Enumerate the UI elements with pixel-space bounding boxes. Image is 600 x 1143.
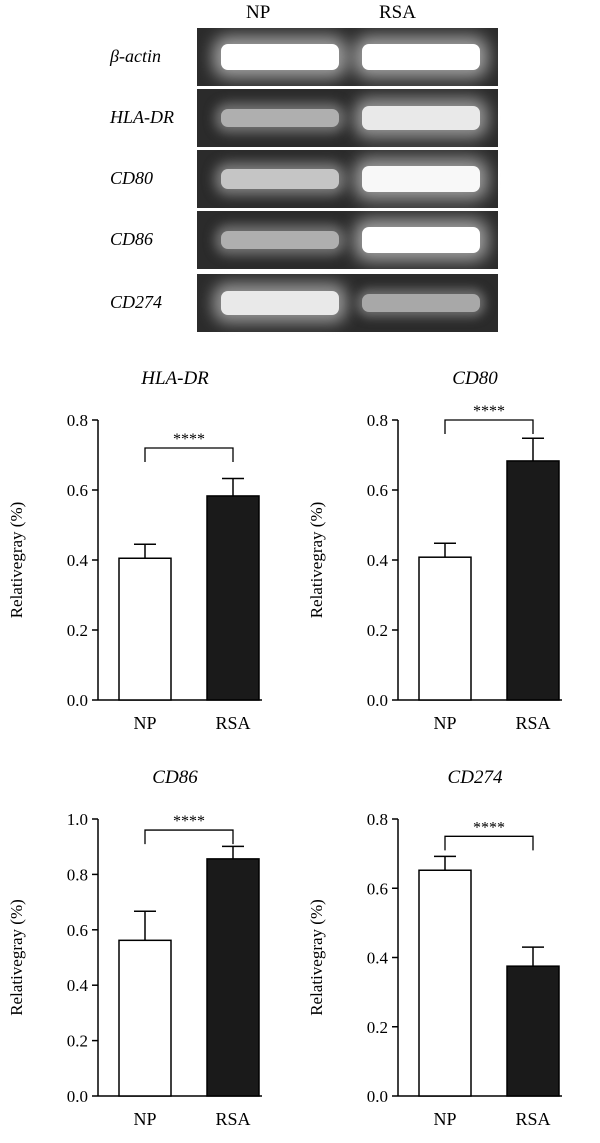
chart-cd274: CD274 0.0 0.2 0.4 0.6 0.8 Relativegray (%) NP RS… bbox=[300, 755, 600, 1143]
y-tick-label: 0.2 bbox=[367, 1018, 388, 1037]
band-np bbox=[221, 168, 339, 190]
chart-title: CD80 bbox=[452, 368, 498, 389]
gel-row-image bbox=[197, 28, 498, 86]
bar-np bbox=[118, 939, 172, 1097]
gel-row-image bbox=[197, 274, 498, 332]
x-tick-label: RSA bbox=[515, 1109, 550, 1129]
y-tick-label: 1.0 bbox=[67, 810, 88, 829]
lane-label-rsa: RSA bbox=[379, 2, 416, 23]
chart-cd80: CD80 0.0 0.2 0.4 0.6 0.8 Relativegray (%) NP RSA… bbox=[300, 350, 600, 750]
y-tick-label: 0.8 bbox=[367, 411, 388, 430]
y-tick-label: 0.0 bbox=[367, 691, 388, 710]
gel-row-image bbox=[197, 150, 498, 208]
bar-np bbox=[118, 557, 172, 701]
y-tick-label: 0.0 bbox=[367, 1087, 388, 1106]
band-np bbox=[221, 230, 339, 250]
bar-rsa bbox=[506, 965, 560, 1097]
significance-bracket bbox=[444, 419, 534, 434]
band-rsa bbox=[362, 294, 480, 312]
x-tick-label: RSA bbox=[515, 713, 550, 733]
chart-hla-dr: HLA-DR 0.0 0.2 0.4 0.6 0.8 Relativegray (%) NP R… bbox=[0, 350, 300, 750]
gel-row-image bbox=[197, 89, 498, 147]
gel-row-label: CD274 bbox=[110, 292, 163, 312]
significance-bracket bbox=[144, 447, 234, 462]
y-tick-label: 0.2 bbox=[67, 1032, 88, 1051]
significance-label: **** bbox=[473, 819, 505, 836]
y-tick-label: 0.6 bbox=[367, 481, 388, 500]
chart-title: CD86 bbox=[152, 767, 198, 788]
y-tick-label: 0.2 bbox=[367, 621, 388, 640]
bar-rsa bbox=[206, 495, 260, 701]
chart-title: CD274 bbox=[448, 767, 503, 788]
y-tick-label: 0.4 bbox=[367, 949, 389, 968]
gel-electrophoresis-panel: NP RSA β-actin HLA-DR CD80 CD86 CD274 bbox=[0, 0, 600, 345]
significance-bracket bbox=[444, 835, 534, 851]
bar-np bbox=[418, 556, 472, 701]
lane-label-np: NP bbox=[246, 2, 271, 23]
y-tick-label: 0.6 bbox=[67, 921, 88, 940]
y-tick-label: 0.8 bbox=[67, 865, 88, 884]
y-tick-label: 0.2 bbox=[67, 621, 88, 640]
y-axis-label: Relativegray (%) bbox=[307, 502, 326, 619]
y-axis-label: Relativegray (%) bbox=[7, 502, 26, 619]
significance-label: **** bbox=[173, 431, 205, 448]
significance-label: **** bbox=[473, 403, 505, 420]
y-tick-label: 0.4 bbox=[367, 551, 389, 570]
bar-np bbox=[418, 869, 472, 1097]
band-np bbox=[221, 291, 339, 315]
bar-rsa bbox=[206, 858, 260, 1097]
x-tick-label: NP bbox=[433, 713, 456, 733]
bar-rsa bbox=[506, 460, 560, 701]
y-axis-label: Relativegray (%) bbox=[7, 899, 26, 1016]
y-tick-label: 0.8 bbox=[367, 810, 388, 829]
y-tick-label: 0.8 bbox=[67, 411, 88, 430]
y-axis-label: Relativegray (%) bbox=[307, 899, 326, 1016]
chart-cd86: CD86 0.0 0.2 0.4 0.6 0.8 1.0 Relativegray (%) NP… bbox=[0, 755, 300, 1143]
band-np bbox=[221, 108, 339, 128]
band-rsa bbox=[362, 44, 480, 70]
significance-bracket bbox=[144, 829, 234, 845]
y-tick-label: 0.0 bbox=[67, 691, 88, 710]
gel-row-label: β-actin bbox=[110, 46, 161, 66]
y-tick-label: 0.4 bbox=[67, 976, 89, 995]
band-np bbox=[221, 44, 339, 70]
x-tick-label: NP bbox=[433, 1109, 456, 1129]
y-tick-label: 0.0 bbox=[67, 1087, 88, 1106]
y-tick-label: 0.4 bbox=[67, 551, 89, 570]
significance-label: **** bbox=[173, 813, 205, 830]
y-tick-label: 0.6 bbox=[67, 481, 88, 500]
y-tick-label: 0.6 bbox=[367, 879, 388, 898]
gel-row-label: HLA-DR bbox=[110, 107, 174, 127]
band-rsa bbox=[362, 106, 480, 130]
x-tick-label: RSA bbox=[215, 1109, 250, 1129]
x-tick-label: NP bbox=[133, 713, 156, 733]
x-tick-label: NP bbox=[133, 1109, 156, 1129]
band-rsa bbox=[362, 227, 480, 253]
chart-title: HLA-DR bbox=[140, 368, 209, 389]
gel-row-image bbox=[197, 211, 498, 269]
gel-row-label: CD80 bbox=[110, 168, 154, 188]
x-tick-label: RSA bbox=[215, 713, 250, 733]
band-rsa bbox=[362, 166, 480, 192]
gel-row-label: CD86 bbox=[110, 229, 154, 249]
